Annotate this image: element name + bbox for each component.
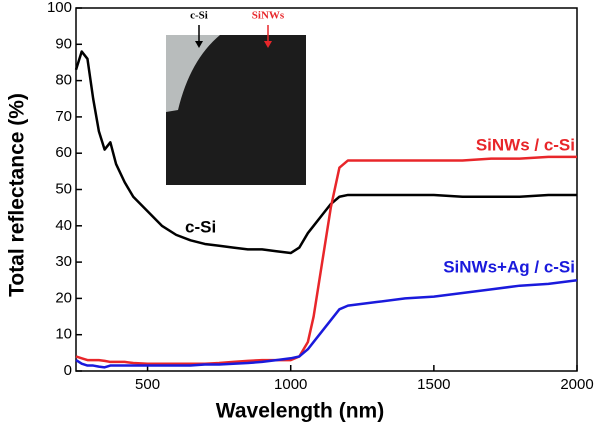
data-line bbox=[74, 50, 577, 255]
data-line bbox=[75, 279, 578, 369]
inset-arrow-head bbox=[195, 41, 203, 48]
plot-frame bbox=[75, 7, 578, 372]
y-tick-label: 40 bbox=[55, 217, 72, 234]
y-tick-label: 50 bbox=[55, 180, 72, 197]
y-axis-label: Total reflectance (%) bbox=[6, 93, 29, 297]
series-label: c-Si bbox=[185, 217, 216, 236]
y-tick-label: 30 bbox=[55, 253, 72, 270]
x-tick-label: 1000 bbox=[274, 376, 307, 393]
y-tick-label: 80 bbox=[55, 72, 72, 89]
x-axis-label: Wavelength (nm) bbox=[216, 400, 384, 423]
x-tick-label: 1500 bbox=[417, 376, 450, 393]
y-tick-label: 90 bbox=[55, 35, 72, 52]
y-tick-label: 60 bbox=[55, 144, 72, 161]
inset-label: c-Si bbox=[190, 10, 208, 22]
y-tick-label: 70 bbox=[55, 108, 72, 125]
y-tick-label: 20 bbox=[55, 289, 72, 306]
data-line bbox=[75, 155, 577, 365]
inset-arrow-head bbox=[264, 41, 272, 48]
y-tick-label: 0 bbox=[64, 362, 72, 379]
inset-c-si-region bbox=[166, 35, 220, 112]
inset-photo bbox=[166, 25, 306, 185]
inset-label: SiNWs bbox=[252, 10, 285, 22]
series-label: SiNWs / c-Si bbox=[476, 135, 575, 154]
x-tick-label: 2000 bbox=[560, 376, 593, 393]
y-tick-label: 100 bbox=[47, 0, 72, 16]
x-tick-label: 500 bbox=[135, 376, 160, 393]
y-tick-label: 10 bbox=[55, 326, 72, 343]
series-label: SiNWs+Ag / c-Si bbox=[443, 257, 575, 276]
